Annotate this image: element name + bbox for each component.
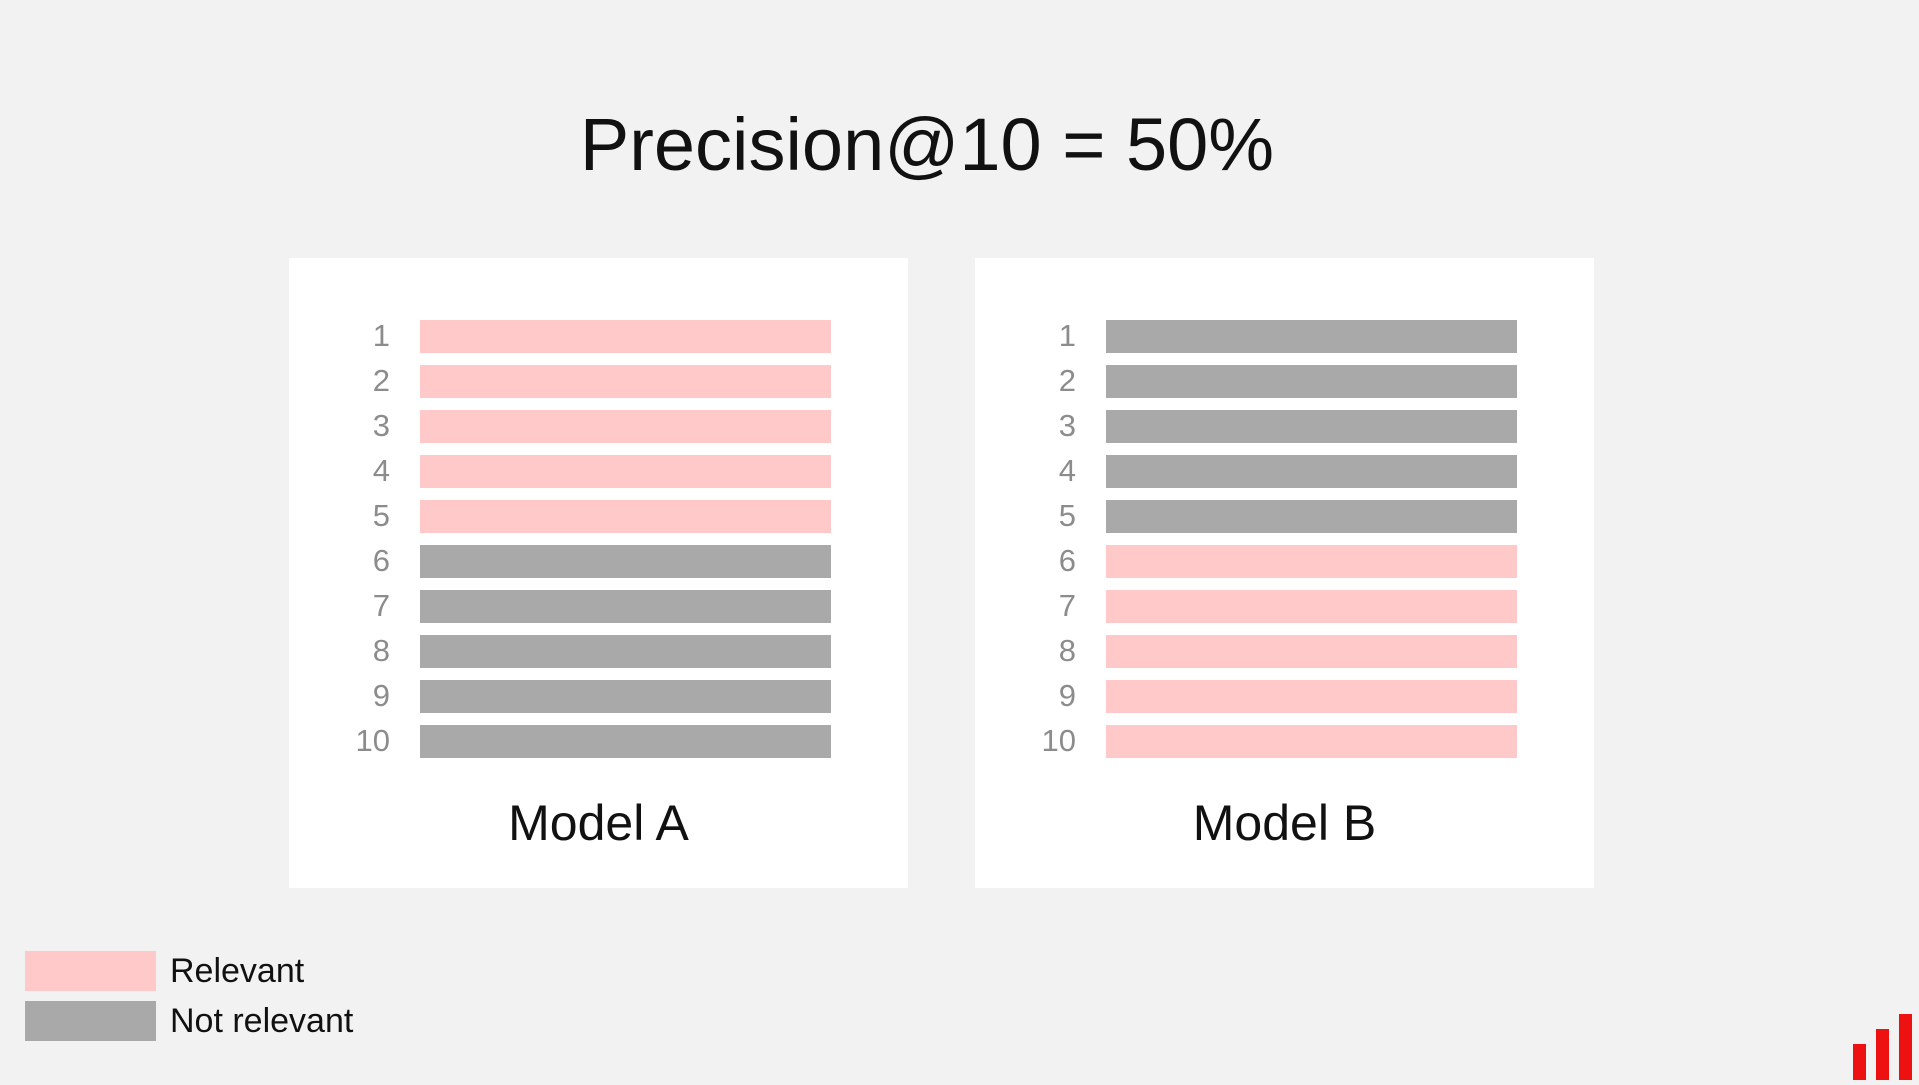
model-b-rank-bar-relevant xyxy=(1106,590,1517,623)
model-b-rank-row: 9 xyxy=(975,679,1594,724)
model-a-rank-row: 1 xyxy=(289,319,908,364)
model-b-rank-number: 6 xyxy=(1058,543,1076,578)
bar-chart-logo-icon xyxy=(1849,1008,1919,1080)
model-a-rank-row: 10 xyxy=(289,724,908,769)
model-b-rank-number: 3 xyxy=(1058,408,1076,443)
model-b-rank-row: 8 xyxy=(975,634,1594,679)
model-b-rank-row: 5 xyxy=(975,499,1594,544)
model-b-rank-bar-relevant xyxy=(1106,680,1517,713)
model-a-rank-row: 2 xyxy=(289,364,908,409)
model-a-rank-bar-relevant xyxy=(420,455,831,488)
model-b-rank-number: 2 xyxy=(1058,363,1076,398)
model-a-rank-number: 8 xyxy=(372,633,390,668)
legend-label-not-relevant: Not relevant xyxy=(170,1002,354,1040)
model-b-rank-number: 1 xyxy=(1058,318,1076,353)
model-b-rank-number: 4 xyxy=(1058,453,1076,488)
model-b-rank-row: 6 xyxy=(975,544,1594,589)
model-b-rank-bar-not-relevant xyxy=(1106,365,1517,398)
model-a-rank-row: 9 xyxy=(289,679,908,724)
model-b-rank-number: 7 xyxy=(1058,588,1076,623)
logo-bar-short xyxy=(1853,1044,1866,1080)
model-b-rank-bar-not-relevant xyxy=(1106,500,1517,533)
model-b-rank-number: 5 xyxy=(1058,498,1076,533)
model-b-rank-row: 2 xyxy=(975,364,1594,409)
model-a-rank-number: 7 xyxy=(372,588,390,623)
model-a-rank-bar-relevant xyxy=(420,500,831,533)
model-b-rank-row: 4 xyxy=(975,454,1594,499)
model-b-rank-list: 1 2 3 4 5 6 7 8 9 10 xyxy=(975,319,1594,769)
model-a-rank-number: 1 xyxy=(372,318,390,353)
legend-label-relevant: Relevant xyxy=(170,952,305,990)
model-a-rank-bar-relevant xyxy=(420,365,831,398)
model-b-rank-bar-not-relevant xyxy=(1106,320,1517,353)
model-b-rank-bar-relevant xyxy=(1106,545,1517,578)
model-a-rank-bar-not-relevant xyxy=(420,590,831,623)
model-b-rank-row: 7 xyxy=(975,589,1594,634)
model-a-rank-number: 3 xyxy=(372,408,390,443)
model-a-rank-bar-relevant xyxy=(420,410,831,443)
model-a-rank-row: 8 xyxy=(289,634,908,679)
model-a-panel: 1 2 3 4 5 6 7 8 9 10 Model A xyxy=(289,258,908,888)
model-a-rank-bar-not-relevant xyxy=(420,680,831,713)
model-b-rank-row: 3 xyxy=(975,409,1594,454)
page-title: Precision@10 = 50% xyxy=(579,103,1275,186)
logo-bar-medium xyxy=(1876,1029,1889,1080)
model-a-rank-bar-not-relevant xyxy=(420,545,831,578)
model-a-label: Model A xyxy=(508,795,689,851)
model-a-rank-row: 6 xyxy=(289,544,908,589)
model-b-rank-row: 1 xyxy=(975,319,1594,364)
legend-swatch-relevant xyxy=(25,951,156,991)
model-a-rank-row: 4 xyxy=(289,454,908,499)
model-b-rank-row: 10 xyxy=(975,724,1594,769)
model-b-rank-bar-not-relevant xyxy=(1106,410,1517,443)
model-a-rank-number: 9 xyxy=(372,678,390,713)
model-b-label: Model B xyxy=(1192,795,1377,851)
model-a-rank-number: 10 xyxy=(355,723,390,758)
model-a-rank-bar-relevant xyxy=(420,320,831,353)
model-a-rank-bar-not-relevant xyxy=(420,725,831,758)
model-b-rank-bar-relevant xyxy=(1106,635,1517,668)
model-b-rank-number: 9 xyxy=(1058,678,1076,713)
model-a-rank-row: 7 xyxy=(289,589,908,634)
model-a-rank-number: 2 xyxy=(372,363,390,398)
model-a-rank-row: 5 xyxy=(289,499,908,544)
model-a-rank-number: 4 xyxy=(372,453,390,488)
model-b-rank-bar-not-relevant xyxy=(1106,455,1517,488)
model-a-rank-row: 3 xyxy=(289,409,908,454)
model-b-rank-bar-relevant xyxy=(1106,725,1517,758)
model-b-rank-number: 8 xyxy=(1058,633,1076,668)
model-a-rank-bar-not-relevant xyxy=(420,635,831,668)
model-b-panel: 1 2 3 4 5 6 7 8 9 10 Model B xyxy=(975,258,1594,888)
model-a-rank-list: 1 2 3 4 5 6 7 8 9 10 xyxy=(289,319,908,769)
model-b-rank-number: 10 xyxy=(1041,723,1076,758)
model-a-rank-number: 6 xyxy=(372,543,390,578)
logo-bar-tall xyxy=(1899,1014,1912,1080)
model-a-rank-number: 5 xyxy=(372,498,390,533)
legend-swatch-not-relevant xyxy=(25,1001,156,1041)
